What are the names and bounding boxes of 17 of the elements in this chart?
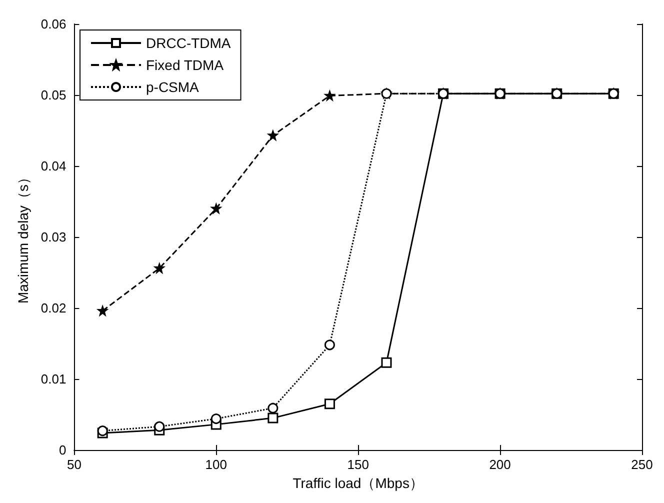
x-tick-label: 200 (489, 457, 511, 472)
x-tick-label: 100 (205, 457, 228, 472)
legend-label: Fixed TDMA (146, 57, 224, 73)
legend-label: p-CSMA (146, 79, 200, 95)
y-tick-label: 0 (58, 442, 66, 458)
y-tick-label: 0.02 (40, 300, 66, 316)
x-axis-title: Traffic load（Mbps） (292, 474, 424, 491)
y-axis-title: Maximum delay（s） (15, 170, 31, 304)
y-tick-label: 0.03 (40, 230, 66, 244)
y-tick-label: 0.05 (40, 88, 66, 102)
x-tick-label: 150 (347, 457, 369, 472)
y-tick-label: 0.06 (40, 16, 66, 32)
y-tick-label: 0.04 (40, 158, 66, 174)
x-tick-label: 50 (66, 457, 82, 472)
x-tick-label: 250 (631, 457, 653, 472)
legend-label: DRCC-TDMA (146, 35, 232, 51)
y-tick-label: 0.01 (40, 372, 66, 386)
